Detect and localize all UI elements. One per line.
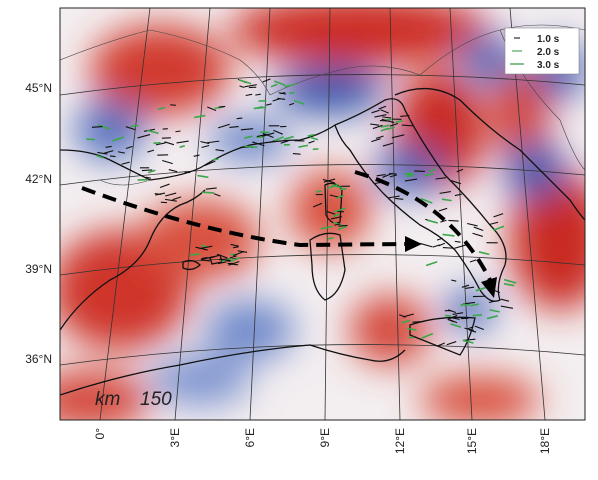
scale-value: 150 (140, 389, 172, 410)
splitting-bar (244, 146, 257, 147)
longitude-label: 6°E (243, 428, 257, 447)
splitting-bar (293, 154, 301, 155)
longitude-label: 9°E (318, 428, 332, 447)
splitting-bar (170, 105, 176, 106)
longitude-label: 15°E (465, 428, 479, 454)
splitting-bar (338, 225, 347, 226)
splitting-bar (237, 118, 243, 119)
splitting-bar (184, 172, 190, 173)
splitting-bar (92, 127, 102, 128)
splitting-bar (414, 171, 425, 172)
splitting-bar (407, 329, 416, 330)
splitting-bar (412, 321, 424, 322)
splitting-bar (402, 125, 413, 126)
splitting-bar (130, 125, 138, 126)
latitude-label: 45°N (25, 81, 52, 95)
splitting-bar (340, 189, 347, 190)
splitting-bar (443, 248, 454, 249)
legend-label: 3.0 s (537, 60, 560, 71)
splitting-bar (448, 220, 458, 221)
latitude-label: 36°N (25, 352, 52, 366)
splitting-bar (86, 139, 95, 140)
splitting-bar (219, 106, 225, 107)
legend-label: 2.0 s (537, 47, 560, 58)
scale-unit: km (95, 389, 120, 410)
splitting-bar (328, 238, 334, 239)
longitude-label: 18°E (538, 428, 552, 454)
splitting-bar (190, 254, 200, 255)
latitude-label: 39°N (25, 262, 52, 276)
splitting-bar (142, 170, 152, 171)
legend-label: 1.0 s (537, 34, 560, 45)
splitting-bar (409, 337, 414, 338)
longitude-label: 12°E (393, 428, 407, 454)
splitting-bar (473, 315, 482, 316)
longitude-label: 3°E (168, 428, 182, 447)
splitting-bar (175, 131, 180, 132)
splitting-bar (407, 176, 414, 177)
longitude-label: 0° (93, 428, 107, 440)
splitting-bar (404, 174, 410, 175)
map-area: 1.0 s 2.0 s 3.0 s km 150 (30, 0, 598, 430)
latitude-label: 42°N (25, 172, 52, 186)
splitting-bar (389, 174, 397, 175)
legend: 1.0 s 2.0 s 3.0 s (505, 28, 579, 74)
splitting-bar (110, 156, 116, 157)
splitting-bar (202, 192, 214, 193)
splitting-bar (316, 191, 321, 192)
splitting-bar (213, 159, 219, 160)
splitting-bar (445, 316, 451, 317)
